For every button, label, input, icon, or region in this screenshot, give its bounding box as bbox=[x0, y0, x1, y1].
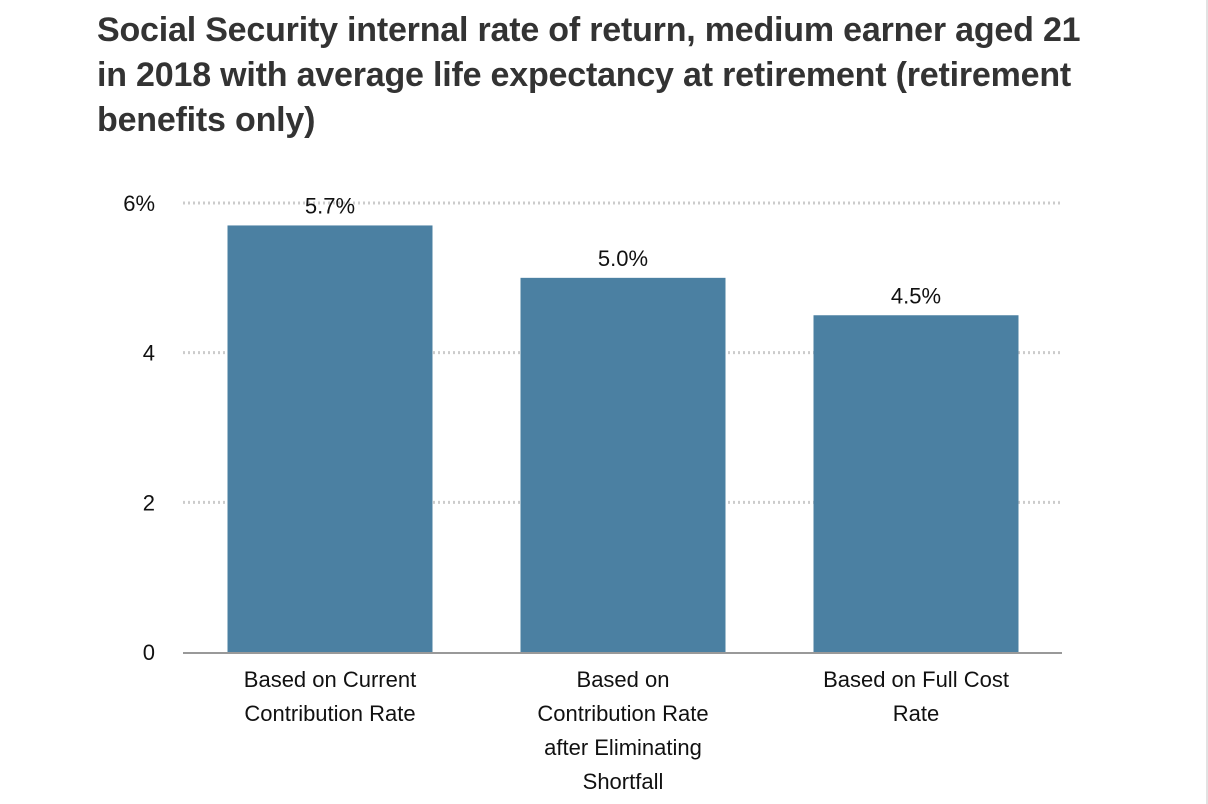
y-tick-label: 6% bbox=[123, 191, 155, 216]
x-tick-label-line: after Eliminating bbox=[544, 735, 702, 760]
x-tick-label-1: Based on Current Contribution Rate bbox=[244, 667, 416, 726]
y-tick-label: 4 bbox=[143, 341, 155, 366]
chart-title: Social Security internal rate of return,… bbox=[97, 11, 1081, 139]
x-tick-label-line: Contribution Rate bbox=[244, 701, 415, 726]
page-right-border bbox=[1206, 0, 1208, 804]
x-tick-label-line: Rate bbox=[893, 701, 939, 726]
data-label-2: 5.0% bbox=[598, 246, 648, 271]
y-axis-ticks: 0 2 4 6% bbox=[123, 191, 155, 665]
x-tick-label-3: Based on Full Cost Rate bbox=[823, 667, 1009, 726]
data-label-1: 5.7% bbox=[305, 193, 355, 218]
x-tick-label-line: Shortfall bbox=[583, 769, 664, 794]
data-label-3: 4.5% bbox=[891, 283, 941, 308]
bar-1 bbox=[227, 225, 433, 652]
y-tick-label: 2 bbox=[143, 490, 155, 515]
bar-2 bbox=[520, 277, 726, 652]
x-tick-label-line: Based on Current bbox=[244, 667, 416, 692]
bars bbox=[227, 225, 1019, 652]
x-tick-label-line: Based on bbox=[577, 667, 670, 692]
x-tick-label-2: Based on Contribution Rate after Eliminati… bbox=[537, 667, 708, 794]
x-tick-label-line: Contribution Rate bbox=[537, 701, 708, 726]
y-tick-label: 0 bbox=[143, 640, 155, 665]
x-tick-label-line: Based on Full Cost bbox=[823, 667, 1009, 692]
bar-3 bbox=[813, 315, 1019, 652]
data-labels: 5.7% 5.0% 4.5% bbox=[305, 193, 941, 308]
